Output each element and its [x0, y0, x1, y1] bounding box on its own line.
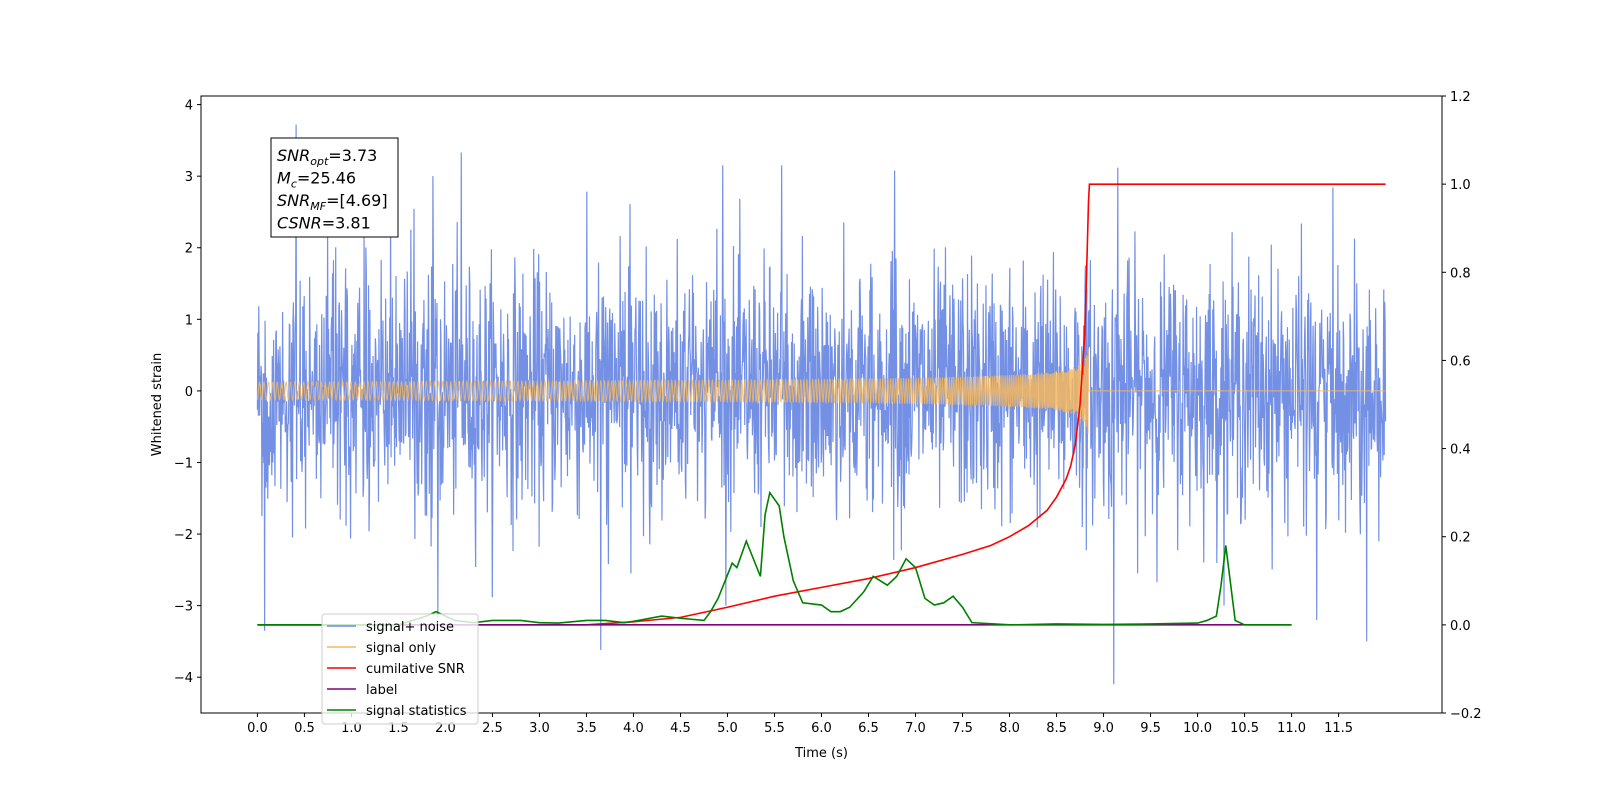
x-tick-label: 9.0: [1093, 721, 1114, 736]
annotation-line: SNRopt=3.73: [277, 146, 377, 168]
x-axis-label: Time (s): [794, 746, 848, 761]
y-right-tick-label: 0.8: [1450, 266, 1471, 281]
series-signal-only: [256, 348, 1386, 434]
x-tick-label: 1.5: [388, 721, 409, 736]
y-right-tick-label: 0.4: [1450, 443, 1471, 458]
x-tick-label: 4.0: [623, 721, 644, 736]
legend-label: label: [366, 683, 397, 698]
annotation-line: Mc=25.46: [277, 169, 356, 191]
x-tick-label: 7.0: [905, 721, 926, 736]
legend-label: cumilative SNR: [366, 662, 465, 677]
x-tick-label: 5.0: [717, 721, 738, 736]
legend-frame: [321, 613, 479, 725]
legend-label: signal+ noise: [366, 620, 454, 635]
y-left-tick-label: 0: [185, 385, 193, 400]
y-left-tick-label: −1: [174, 456, 193, 471]
x-tick-label: 4.5: [670, 721, 691, 736]
y-left-tick-label: 3: [185, 170, 193, 185]
x-tick-label: 0.5: [294, 721, 315, 736]
x-tick-label: 6.5: [858, 721, 879, 736]
x-tick-label: 9.5: [1140, 721, 1161, 736]
x-tick-label: 3.0: [529, 721, 550, 736]
x-tick-label: 1.0: [341, 721, 362, 736]
x-tick-label: 10.5: [1230, 721, 1259, 736]
x-tick-label: 3.5: [576, 721, 597, 736]
y-left-tick-label: −2: [174, 528, 193, 543]
y-right-tick-label: 0.2: [1450, 531, 1471, 546]
x-tick-label: 8.5: [1046, 721, 1067, 736]
annotation-line: SNRMF=[4.69]: [277, 191, 388, 213]
legend-label: signal only: [366, 641, 436, 656]
y-axis-label: Whitened strain: [150, 353, 165, 456]
legend: signal+ noise signal only cumilative SNR la…: [321, 613, 479, 725]
x-tick-label: 5.5: [764, 721, 785, 736]
y-right-tick-label: −0.2: [1450, 707, 1482, 722]
y-left-tick-label: 4: [185, 99, 193, 114]
y-left-tick-label: −3: [174, 600, 193, 615]
x-tick-label: 2.5: [482, 721, 503, 736]
y-left-tick-label: 1: [185, 313, 193, 328]
x-tick-label: 0.0: [247, 721, 268, 736]
y-right-tick-label: 1.2: [1450, 90, 1471, 105]
x-tick-label: 6.0: [811, 721, 832, 736]
x-tick-label: 10.0: [1183, 721, 1212, 736]
annotation-line: CSNR=3.81: [277, 214, 371, 233]
x-tick-label: 8.0: [999, 721, 1020, 736]
y-right-tick-label: 0.6: [1450, 354, 1471, 369]
y-right-tick-label: 1.0: [1450, 178, 1471, 193]
series-cumulative-snr: [257, 183, 1386, 626]
x-tick-label: 2.0: [435, 721, 456, 736]
x-tick-label: 7.5: [952, 721, 973, 736]
x-tick-label: 11.0: [1277, 721, 1306, 736]
series-signal-statistics: [257, 490, 1292, 626]
y-left-tick-label: −4: [174, 671, 193, 686]
x-tick-label: 11.5: [1324, 721, 1353, 736]
y-left-tick-label: 2: [185, 242, 193, 257]
legend-label: signal statistics: [366, 704, 467, 719]
y-right-tick-label: 0.0: [1450, 619, 1471, 634]
